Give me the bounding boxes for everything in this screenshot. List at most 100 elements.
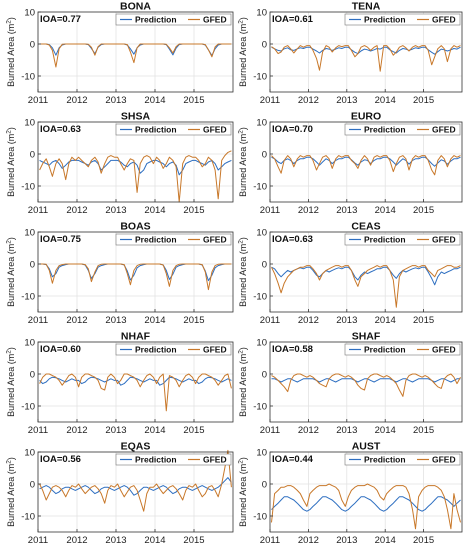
y-tick-label: 0 xyxy=(262,150,267,161)
chart-panel-ceas: CEAS 10 0 -10 2011 2012 2013 2014 2015 Burned Are… xyxy=(238,221,463,326)
y-axis-label-end: ) xyxy=(238,17,248,20)
legend-box xyxy=(344,233,461,246)
x-tick-label: 2015 xyxy=(413,425,434,436)
y-axis-label-main: Burned Area (m xyxy=(238,244,248,307)
x-tick-label: 2013 xyxy=(105,95,126,106)
series-line-prediction xyxy=(39,477,232,496)
legend-label-gfed: GFED xyxy=(203,125,227,135)
ioa-annotation: IOA=0.77 xyxy=(40,14,81,25)
x-tick-label: 2014 xyxy=(144,95,165,106)
plot-area xyxy=(270,342,462,422)
y-axis-label: Burned Area (m2) xyxy=(6,237,17,307)
ioa-annotation: IOA=0.63 xyxy=(40,124,81,135)
x-tick-label: 2014 xyxy=(144,315,165,326)
y-tick-label: -10 xyxy=(21,182,35,193)
x-tick-label: 2012 xyxy=(66,95,87,106)
y-axis-label-sup: 2 xyxy=(6,240,13,244)
y-axis-label-main: Burned Area (m xyxy=(6,24,16,87)
ioa-annotation: IOA=0.58 xyxy=(272,344,313,355)
y-axis-label-end: ) xyxy=(238,237,248,240)
series-line-gfed xyxy=(271,45,461,72)
x-tick-label: 2012 xyxy=(66,205,87,216)
y-tick-label: 10 xyxy=(256,228,267,239)
series-line-prediction xyxy=(271,156,461,167)
legend-box xyxy=(344,453,461,466)
axes-frame xyxy=(37,11,234,93)
series-line-gfed xyxy=(39,150,232,203)
y-tick-label: 0 xyxy=(262,370,267,381)
series-line-prediction xyxy=(271,496,461,512)
plot-area xyxy=(270,12,462,92)
axes-frame xyxy=(37,121,234,203)
legend-label-gfed: GFED xyxy=(203,15,227,25)
y-axis-label-sup: 2 xyxy=(238,350,245,354)
chart-legend: Prediction GFED xyxy=(115,13,232,26)
y-axis-label: Burned Area (m2) xyxy=(238,237,249,307)
x-tick-label: 2015 xyxy=(413,95,434,106)
x-tick-label: 2015 xyxy=(183,425,204,436)
y-tick-label: 10 xyxy=(24,8,35,19)
x-tick-label: 2013 xyxy=(336,95,357,106)
ioa-annotation: IOA=0.56 xyxy=(40,454,81,465)
chart-title: CEAS xyxy=(351,221,380,233)
ioa-annotation: IOA=0.70 xyxy=(272,124,313,135)
y-axis-label-main: Burned Area (m xyxy=(238,134,248,197)
axes-frame xyxy=(269,451,463,533)
chart-legend: Prediction GFED xyxy=(115,123,232,136)
chart-title: BOAS xyxy=(120,221,150,233)
ioa-annotation: IOA=0.44 xyxy=(272,454,314,465)
series-line-prediction xyxy=(271,46,461,55)
x-tick-label: 2015 xyxy=(413,205,434,216)
x-tick-label: 2011 xyxy=(260,205,280,216)
x-tick-label: 2012 xyxy=(298,95,319,106)
y-tick-label: -10 xyxy=(253,72,267,83)
x-tick-label: 2015 xyxy=(183,205,204,216)
x-tick-label: 2011 xyxy=(28,535,48,546)
legend-box xyxy=(115,13,232,26)
x-tick-label: 2015 xyxy=(413,315,434,326)
y-axis-label-sup: 2 xyxy=(238,20,245,24)
y-axis-label-end: ) xyxy=(238,457,248,460)
y-axis-label-main: Burned Area (m xyxy=(238,354,248,417)
legend-label-gfed: GFED xyxy=(203,455,227,465)
y-tick-label: -10 xyxy=(21,512,35,523)
legend-box xyxy=(115,343,232,356)
y-tick-label: 10 xyxy=(24,338,35,349)
series-line-gfed xyxy=(39,263,232,291)
chart-panel-bona: BONA 10 0 -10 2011 2012 2013 2014 2015 Burned Are… xyxy=(6,1,234,106)
chart-panel-shaf: SHAF 10 0 -10 2011 2012 2013 2014 2015 Burned Are… xyxy=(238,331,463,436)
y-tick-label: 10 xyxy=(256,8,267,19)
chart-title: TENA xyxy=(352,1,381,13)
x-tick-label: 2013 xyxy=(336,535,357,546)
ioa-annotation: IOA=0.63 xyxy=(272,234,313,245)
y-tick-label: -10 xyxy=(253,292,267,303)
y-tick-label: 0 xyxy=(30,150,35,161)
legend-box xyxy=(344,123,461,136)
x-tick-label: 2015 xyxy=(183,315,204,326)
legend-label-prediction: Prediction xyxy=(135,455,177,465)
y-axis-label-sup: 2 xyxy=(238,240,245,244)
x-tick-label: 2012 xyxy=(66,315,87,326)
y-tick-label: 0 xyxy=(262,480,267,491)
legend-label-gfed: GFED xyxy=(432,345,456,355)
legend-box xyxy=(115,453,232,466)
legend-label-prediction: Prediction xyxy=(364,235,406,245)
x-tick-label: 2011 xyxy=(28,95,48,106)
y-tick-label: 0 xyxy=(30,370,35,381)
chart-panel-tena: TENA 10 0 -10 2011 2012 2013 2014 2015 Burned Are… xyxy=(238,1,463,106)
x-tick-label: 2013 xyxy=(336,315,357,326)
series-line-prediction xyxy=(271,378,461,383)
x-tick-label: 2015 xyxy=(413,535,434,546)
axes-frame xyxy=(269,231,463,313)
plot-area xyxy=(270,452,462,532)
legend-label-gfed: GFED xyxy=(432,15,456,25)
x-tick-label: 2012 xyxy=(66,535,87,546)
x-tick-label: 2011 xyxy=(260,315,280,326)
chart-title: SHAF xyxy=(352,331,381,343)
series-line-gfed xyxy=(39,43,232,68)
axes-frame xyxy=(37,231,234,313)
legend-label-prediction: Prediction xyxy=(135,345,177,355)
ioa-annotation: IOA=0.60 xyxy=(40,344,81,355)
x-tick-label: 2011 xyxy=(260,535,280,546)
